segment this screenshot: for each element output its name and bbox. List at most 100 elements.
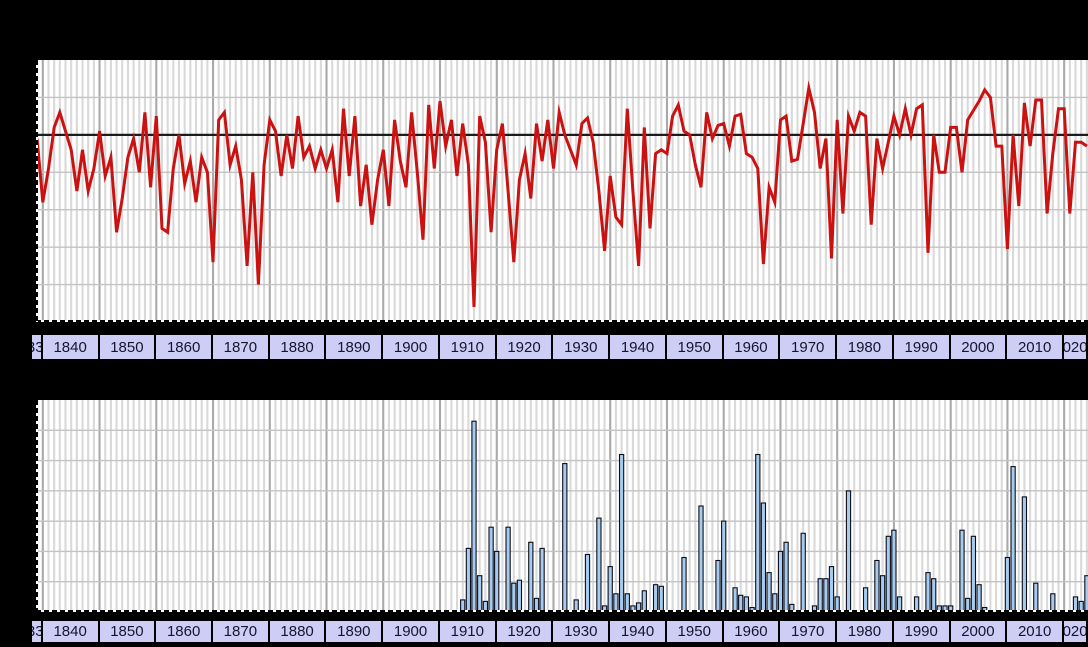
bar [494,550,500,612]
bar [783,541,789,612]
decade-label-1840: 1840 [40,619,100,644]
bar [562,463,568,612]
decade-label-text: 1880 [280,623,314,640]
bar [885,535,891,612]
decade-label-text: 1960 [734,338,768,356]
bar [482,600,489,612]
year-gridlines [36,400,1088,612]
anomaly-line-chart-svg [36,60,1088,322]
year-gridlines [36,60,1088,322]
decade-label-1880: 1880 [267,619,327,644]
bar [460,599,466,612]
decade-label-text: 1970 [791,338,825,356]
bar [789,603,795,612]
bar [970,535,977,612]
bar [828,566,835,612]
decade-label-text: 2000 [961,338,995,356]
decade-label-text: 1840 [53,338,87,356]
decade-label-1890: 1890 [324,619,384,644]
bar [948,605,954,612]
decade-label-text: 1890 [337,623,371,640]
bar [834,596,840,612]
decade-label-text: 1920 [507,338,541,356]
bar [811,605,818,612]
decade-label-text: 2000 [961,623,995,640]
decade-label-text: 1840 [53,623,87,640]
decade-label-text: 1980 [847,623,882,640]
decade-label-text: 1980 [847,338,882,356]
bar [913,596,920,612]
bar [817,578,823,612]
bar [618,453,625,612]
bar [1050,593,1056,612]
decade-label-1930: 1930 [551,333,611,361]
decade-label-text: 1990 [904,623,938,640]
decade-label-1980: 1980 [835,333,894,361]
decade-label-1870: 1870 [211,333,270,361]
decade-label-1980: 1980 [835,619,894,644]
decade-label-text: 1870 [223,623,258,640]
decade-label-text: 1900 [393,623,428,640]
decade-label-1990: 1990 [891,619,951,644]
bar [760,502,767,612]
decade-label-1960: 1960 [721,333,781,361]
bar [477,575,483,612]
decade-label-text: 1900 [393,338,428,356]
decade-label-1930: 1930 [551,619,611,644]
bar [931,578,937,612]
bar [942,605,948,612]
bar [1033,582,1039,612]
decade-label-text: 1960 [734,623,768,640]
bar [488,526,494,612]
bar [471,420,477,612]
bar [613,593,619,612]
anomaly-line [36,80,1088,308]
bar [965,597,971,612]
bar [936,605,942,612]
bar [601,605,608,612]
decade-label-1970: 1970 [778,333,838,361]
bar [511,582,517,612]
bar [1021,496,1028,612]
decade-label-1920: 1920 [494,333,554,361]
decade-label-text: 1930 [564,338,598,356]
bar [749,606,755,612]
bar [505,526,511,612]
decade-label-1990: 1990 [891,333,951,361]
bar [607,566,613,612]
decade-label-2010: 2010 [1005,619,1065,644]
bar [721,520,727,612]
bar [732,587,738,612]
decade-label-1900: 1900 [381,619,440,644]
bar [1072,596,1079,612]
decade-label-1910: 1910 [437,619,497,644]
decade-label-1840: 1840 [40,333,100,361]
bar [874,559,880,612]
decade-label-text: 1850 [110,623,144,640]
bar [624,593,630,612]
bar [879,575,886,612]
bar [823,578,829,612]
decade-label-text: 1870 [223,338,258,356]
bar [777,550,784,612]
decade-label-1940: 1940 [608,619,667,644]
bar [891,529,897,612]
decade-label-2010: 2010 [1005,333,1065,361]
decade-label-1950: 1950 [664,333,724,361]
bar [959,529,965,612]
decade-label-text: 1860 [166,338,201,356]
decade-label-text: 1860 [166,623,201,640]
decade-label-text: 2020 [1062,623,1088,640]
decade-label-1870: 1870 [211,619,270,644]
bar [1004,556,1011,612]
bar [516,579,523,612]
decade-label-1880: 1880 [267,333,327,361]
decade-label-2000: 2000 [948,333,1008,361]
decade-label-text: 1970 [791,623,825,640]
decade-label-text: 1833 [32,338,43,356]
bar [698,505,704,612]
bar [1078,600,1084,612]
decade-label-text: 1890 [337,338,371,356]
decade-label-text: 1910 [450,623,484,640]
